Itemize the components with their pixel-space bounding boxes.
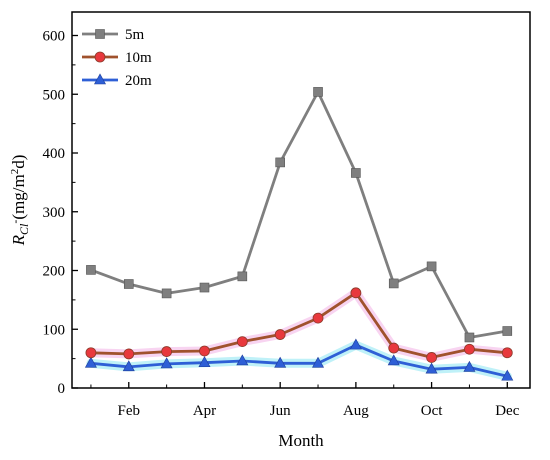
series-5m-point <box>351 168 361 178</box>
series-20m-point <box>84 356 97 368</box>
series-5m-point <box>426 261 437 272</box>
y-tick-label: 300 <box>43 205 66 221</box>
series-5m-point <box>313 87 323 97</box>
series-20m <box>84 338 514 381</box>
series-20m-point <box>349 338 362 350</box>
y-tick-label: 200 <box>43 264 66 280</box>
series-5m-point <box>161 288 172 299</box>
series-10m <box>85 287 513 363</box>
series-10m-point <box>426 352 437 363</box>
legend-entry-10m: 10m <box>82 50 152 66</box>
legend-entry-5m: 5m <box>82 27 145 43</box>
legend-marker <box>94 51 106 63</box>
series-5m-line <box>90 90 508 339</box>
series-10m-point <box>274 329 286 340</box>
series-20m-point <box>425 362 438 374</box>
series-5m-point <box>275 157 285 168</box>
series-10m-point <box>312 312 324 324</box>
series-10m-point <box>464 343 475 355</box>
plot-frame <box>71 11 531 389</box>
series-20m-point <box>236 354 249 366</box>
series-20m-point <box>463 360 476 372</box>
series-10m-point <box>388 342 400 354</box>
series-10m-point <box>236 336 248 347</box>
legend-marker <box>95 29 105 39</box>
series-20m-point <box>387 354 400 366</box>
x-tick-label: Apr <box>193 403 216 419</box>
series-20m-line <box>90 343 508 378</box>
series-5m-point <box>123 279 134 289</box>
legend-label: 5m <box>125 27 145 43</box>
y-tick-label: 0 <box>58 381 66 397</box>
y-tick-label: 100 <box>43 322 66 338</box>
x-axis-title: Month <box>278 431 324 450</box>
series-20m-point <box>160 357 173 369</box>
y-axis-title: RCl-(mg/m2d) <box>8 155 31 247</box>
series-5m-point <box>199 282 210 293</box>
series-5m-point <box>237 271 248 282</box>
y-tick-label: 500 <box>43 87 66 103</box>
series-20m-point <box>198 356 211 368</box>
legend-label: 20m <box>125 73 152 89</box>
series-5m-point <box>388 278 399 289</box>
series-5m-point <box>86 265 96 275</box>
series-20m-point <box>312 356 325 368</box>
plot-marks <box>84 87 514 381</box>
x-tick-label: Feb <box>118 403 141 419</box>
legend-label: 10m <box>125 50 152 66</box>
series-10m-line <box>90 291 508 359</box>
series-10m-point <box>501 347 513 359</box>
series-10m-point <box>123 348 135 360</box>
series-10m-point <box>85 347 97 359</box>
x-tick-label: Dec <box>495 403 519 419</box>
x-tick-label: Jun <box>270 403 291 419</box>
series-10m-point <box>199 345 210 357</box>
series-10m-point <box>161 346 173 357</box>
series-10m-point <box>350 287 362 299</box>
legend-marker <box>93 73 107 85</box>
series-20m-point <box>501 369 514 381</box>
axes: 0 100 200 300 400 500 600 Feb Apr Jun Aug Oct Dec <box>43 29 520 420</box>
y-tick-label: 600 <box>43 29 66 45</box>
x-tick-label: Aug <box>343 403 369 419</box>
x-tick-label: Oct <box>421 403 443 419</box>
series-5m-point <box>502 326 513 336</box>
legend: 5m 10m 20m <box>82 27 152 89</box>
y-tick-label: 400 <box>43 146 66 162</box>
series-20m-point <box>122 360 135 372</box>
series-20m-point <box>274 356 287 368</box>
legend-entry-20m: 20m <box>82 73 152 89</box>
series-5m-point <box>464 332 475 343</box>
series-5m <box>86 87 513 343</box>
